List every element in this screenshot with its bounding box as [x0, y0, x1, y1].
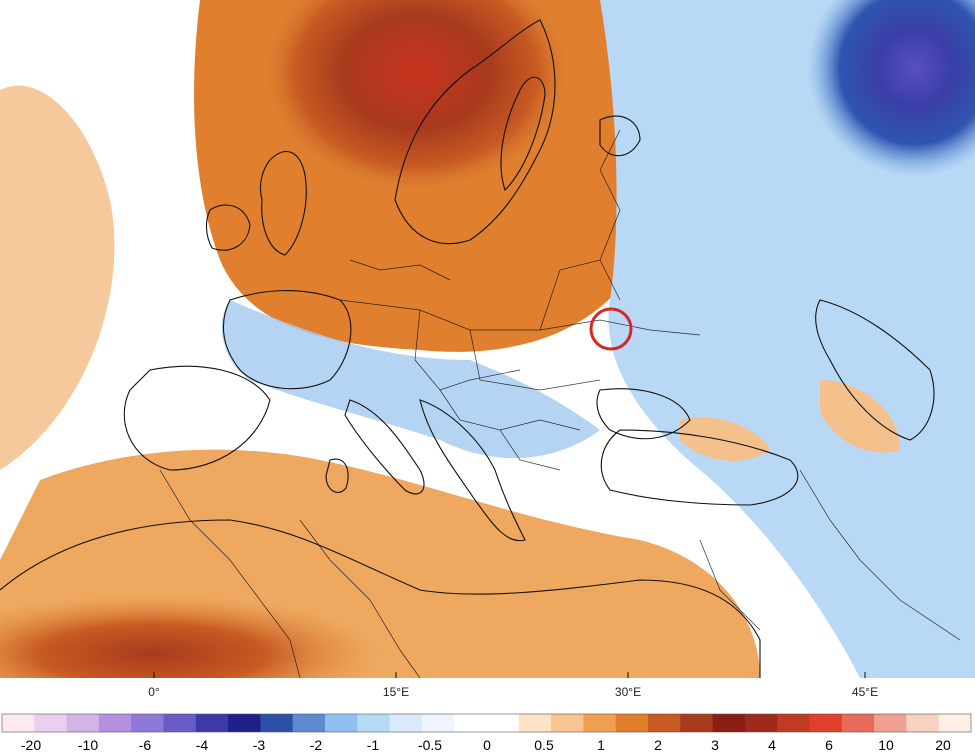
colorbar-swatch	[325, 714, 358, 732]
colorbar-swatch	[551, 714, 584, 732]
colorbar-tick-label: 10	[878, 737, 894, 753]
colorbar-swatch	[195, 714, 229, 732]
colorbar-swatch	[454, 714, 487, 732]
colorbar-swatch	[518, 714, 552, 732]
colorbar-tick-label: 0.5	[534, 737, 554, 753]
coastlines	[0, 19, 935, 678]
location-marker-circle	[589, 307, 633, 351]
colorbar-swatch	[357, 714, 391, 732]
colorbar-swatch	[648, 714, 681, 732]
colorbar-swatch	[421, 714, 455, 732]
colorbar-tick-label: -20	[20, 737, 42, 753]
colorbar-swatch	[583, 714, 617, 732]
lon-label-15e: 15°E	[382, 685, 410, 699]
colorbar-swatch	[712, 714, 746, 732]
hot-africa-core	[0, 480, 760, 678]
warm-atlantic-field	[0, 85, 115, 471]
colorbar-swatch	[292, 714, 326, 732]
colorbar-swatch	[486, 714, 520, 732]
longitude-axis: 0° 15°E 30°E 45°E	[0, 678, 975, 712]
temperature-anomaly-map	[0, 0, 975, 678]
warm-north-core	[200, 0, 660, 360]
cool-west-europe	[221, 300, 600, 459]
lon-label-30e: 30°E	[614, 685, 642, 699]
colorbar-tick-label: 1	[597, 737, 605, 753]
lon-label-45e: 45°E	[851, 685, 879, 699]
colorbar-swatch	[389, 714, 423, 732]
colorbar-frame	[1, 713, 972, 733]
colorbar-tick-label: 4	[768, 737, 776, 753]
colorbar-swatch	[98, 714, 132, 732]
cold-east-core	[640, 0, 975, 340]
colorbar-swatch	[34, 714, 68, 732]
colorbar-tick-label: 6	[825, 737, 833, 753]
colorbar-swatch	[938, 714, 972, 732]
colorbar-swatch	[163, 714, 197, 732]
colorbar-swatch	[841, 714, 875, 732]
colorbar-tick-label: -4	[195, 737, 209, 753]
colorbar-swatch	[809, 714, 843, 732]
warm-turkey-patch	[680, 417, 770, 461]
colorbar-tick-label: -10	[77, 737, 99, 753]
colorbar-swatch	[2, 714, 35, 732]
colorbar-tick-label: 20	[935, 737, 951, 753]
colorbar-swatches	[1, 713, 972, 733]
country-borders	[159, 129, 961, 678]
colorbar-swatch	[906, 714, 940, 732]
colorbar-swatch	[874, 714, 907, 732]
colorbar-swatch	[744, 714, 778, 732]
colorbar-tick-label: -6	[138, 737, 152, 753]
colorbar-tick-label: 2	[654, 737, 662, 753]
colorbar-swatch	[260, 714, 294, 732]
colorbar-tick-label: 0	[483, 737, 491, 753]
colorbar-tick-label: -3	[252, 737, 266, 753]
graticule-ticks	[153, 672, 866, 678]
colorbar-swatch	[66, 714, 100, 732]
colorbar-tick-label: 3	[711, 737, 719, 753]
colorbar-tick-label: -0.5	[417, 737, 443, 753]
colorbar-swatch	[680, 714, 714, 732]
colorbar-tick-label: -1	[366, 737, 380, 753]
warm-caucasus-patch	[820, 380, 900, 453]
colorbar-swatch	[131, 714, 164, 732]
colorbar-swatch	[228, 714, 261, 732]
colorbar-swatch	[615, 714, 649, 732]
colorbar: -20 -10 -6 -4 -3 -2 -1 -0.5 0 0.5 1 2 3 4 6 10 20	[0, 712, 975, 753]
colorbar-swatch	[777, 714, 810, 732]
colorbar-tick-label: -2	[309, 737, 323, 753]
lon-label-0: 0°	[148, 685, 160, 699]
